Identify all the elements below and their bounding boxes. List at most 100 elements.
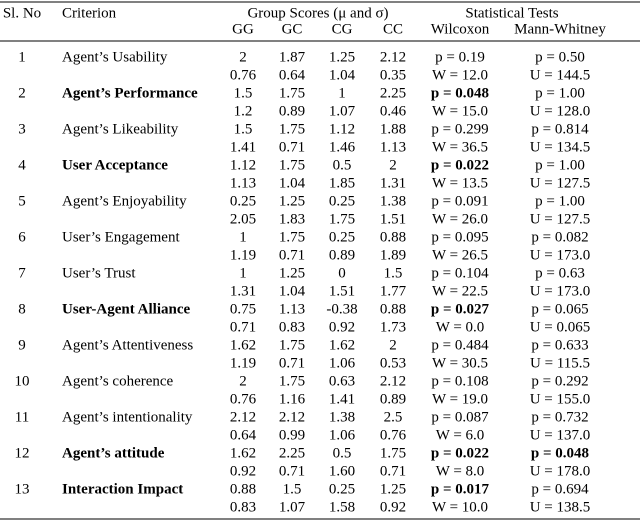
test-value: W = 12.0 [432,67,488,83]
score: 1.12 [230,157,256,173]
test-value: p = 0.048 [431,85,489,101]
test-value: U = 173.0 [530,283,591,299]
test-value: U = 138.5 [530,499,591,515]
test-value: p = 0.50 [535,49,585,65]
score: 1.31 [380,175,406,191]
test-value: W = 0.0 [436,319,485,335]
test-value: p = 0.022 [431,445,489,461]
score: 0.25 [329,229,355,245]
test-value: p = 0.108 [431,373,488,389]
score: 0.71 [279,463,305,479]
test-value: U = 127.5 [530,175,591,191]
score: 1.13 [230,175,256,191]
sl-no: 12 [15,445,30,461]
test-value: p = 0.694 [531,481,589,497]
score: 1.13 [279,301,305,317]
test-value: p = 0.484 [431,337,489,353]
sl-no: 6 [18,229,26,245]
test-value: p = 0.104 [431,265,489,281]
criterion: User’s Trust [62,265,136,281]
score: 1.04 [329,67,356,83]
sl-no: 9 [18,337,26,353]
score: 1.75 [279,337,305,353]
score: 0.5 [333,445,352,461]
test-value: p = 0.732 [531,409,588,425]
score: 0.5 [333,157,352,173]
test-value: p = 0.082 [531,229,588,245]
score: 0.76 [380,427,407,443]
score: 1.83 [279,211,305,227]
score: 1.51 [380,211,406,227]
criterion: Agent’s Performance [62,85,198,101]
sl-no: 7 [18,265,26,281]
criterion: User Acceptance [62,157,168,173]
score: 0.83 [279,319,305,335]
test-value: p = 0.091 [431,193,488,209]
test-value: p = 1.00 [535,193,585,209]
score: 2.25 [279,445,305,461]
score: 1.12 [329,121,355,137]
test-value: W = 19.0 [432,391,488,407]
score: 1.16 [279,391,306,407]
test-value: p = 0.095 [431,229,488,245]
score: 1.75 [279,121,305,137]
score: 1.25 [380,481,406,497]
score: 1.41 [230,139,256,155]
score: 0.76 [230,391,257,407]
test-value: U = 115.5 [530,355,590,371]
score: 1.73 [380,319,406,335]
score: 0.71 [279,139,305,155]
test-value: p = 0.065 [531,301,588,317]
sl-no: 11 [15,409,29,425]
sl-no: 1 [18,49,26,65]
header-group-scores: Group Scores (μ and σ) [247,5,388,21]
score: 0.71 [380,463,406,479]
score: 1.25 [279,193,305,209]
test-value: p = 0.814 [531,121,589,137]
score: 1.62 [230,337,256,353]
test-value: p = 0.299 [431,121,488,137]
score: 1.62 [230,445,256,461]
sl-no: 10 [15,373,30,389]
score: 0.71 [279,247,305,263]
score: 0.76 [230,67,257,83]
score: 0.53 [380,355,406,371]
score: 1.25 [279,265,305,281]
score: 1.5 [234,85,253,101]
sl-no: 13 [15,481,30,497]
group-header: GC [282,21,303,37]
score: 1.58 [329,499,355,515]
criterion: Agent’s Likeability [62,121,179,137]
score: 1.46 [329,139,356,155]
group-header: GG [232,21,254,37]
score: 1.06 [329,355,356,371]
score: 1.07 [329,103,356,119]
score: 1.38 [329,409,355,425]
score: 0.25 [230,193,256,209]
test-value: p = 0.087 [431,409,489,425]
score: 0.99 [279,427,305,443]
score: 1.75 [329,211,355,227]
criterion: Agent’s Usability [62,49,168,65]
score: 0.46 [380,103,407,119]
test-value: p = 0.027 [431,301,490,317]
header-statistical-tests: Statistical Tests [465,5,558,21]
test-value: p = 1.00 [535,85,585,101]
score: 1.31 [230,283,256,299]
test-value: U = 134.5 [530,139,591,155]
sl-no: 3 [18,121,26,137]
test-value: W = 22.5 [432,283,488,299]
header-sl-no: Sl. No [3,5,41,21]
test-value: W = 13.5 [432,175,488,191]
sl-no: 5 [18,193,26,209]
test-value: U = 137.0 [530,427,591,443]
score: 2.5 [384,409,403,425]
test-value: U = 155.0 [530,391,591,407]
test-value: W = 26.0 [432,211,488,227]
test-value: W = 26.5 [432,247,488,263]
group-header: CG [332,21,353,37]
test-value: p = 0.19 [435,49,485,65]
score: 1.89 [380,247,406,263]
score: 1.07 [279,499,306,515]
